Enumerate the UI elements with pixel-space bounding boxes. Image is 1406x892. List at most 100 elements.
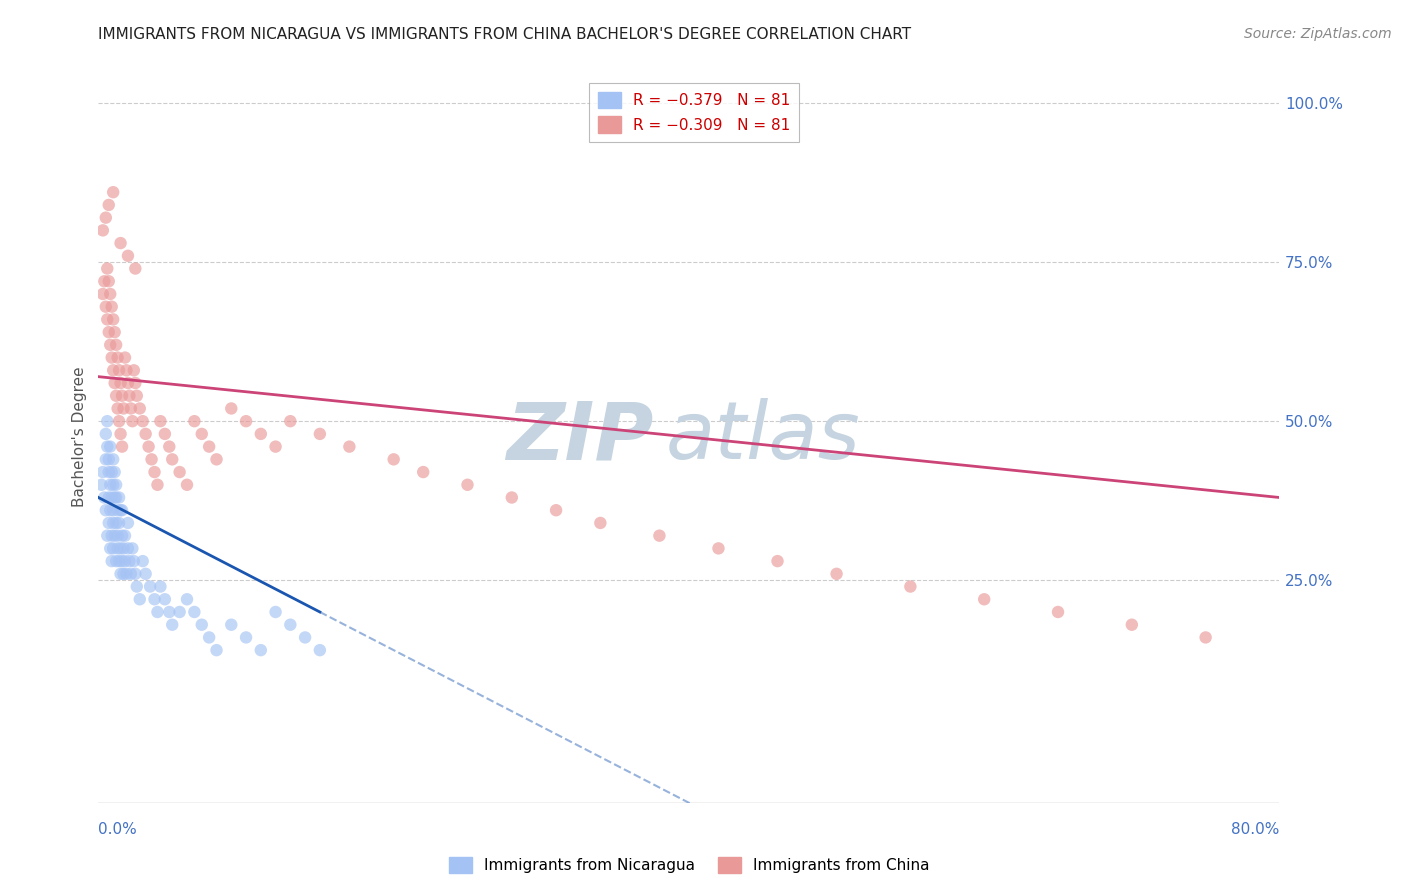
Point <box>124 376 146 390</box>
Point <box>546 503 568 517</box>
Point <box>135 566 157 581</box>
Point <box>115 566 138 581</box>
Point <box>110 503 132 517</box>
Point <box>97 325 120 339</box>
Point <box>110 426 132 441</box>
Point <box>589 516 612 530</box>
Point <box>98 287 121 301</box>
Point <box>96 529 118 543</box>
Point <box>103 503 125 517</box>
Point <box>97 274 120 288</box>
Point <box>128 401 150 416</box>
Point <box>766 554 789 568</box>
Point <box>108 516 131 530</box>
Point <box>108 554 131 568</box>
Point <box>100 491 122 505</box>
Point <box>103 312 125 326</box>
Point <box>97 465 120 479</box>
Point <box>100 300 122 314</box>
Point <box>117 376 139 390</box>
Point <box>111 440 134 454</box>
Point <box>124 261 146 276</box>
Text: 80.0%: 80.0% <box>1232 822 1279 837</box>
Point <box>382 452 405 467</box>
Point <box>118 554 141 568</box>
Point <box>900 580 922 594</box>
Point <box>122 363 145 377</box>
Point <box>146 605 169 619</box>
Point <box>94 300 117 314</box>
Point <box>250 426 273 441</box>
Point <box>183 605 205 619</box>
Point <box>93 491 115 505</box>
Point <box>169 605 191 619</box>
Point <box>104 529 127 543</box>
Point <box>105 338 128 352</box>
Point <box>191 617 214 632</box>
Point <box>1121 617 1143 632</box>
Point <box>114 351 136 365</box>
Point <box>90 477 112 491</box>
Point <box>169 465 191 479</box>
Point <box>278 414 302 428</box>
Point <box>114 529 136 543</box>
Point <box>146 477 169 491</box>
Point <box>112 541 135 556</box>
Text: IMMIGRANTS FROM NICARAGUA VS IMMIGRANTS FROM CHINA BACHELOR'S DEGREE CORRELATION: IMMIGRANTS FROM NICARAGUA VS IMMIGRANTS … <box>98 27 911 42</box>
Point <box>108 491 131 505</box>
Point <box>98 440 121 454</box>
Point <box>100 554 122 568</box>
Point <box>120 401 142 416</box>
Point <box>105 554 128 568</box>
Point <box>125 389 148 403</box>
Point <box>153 426 176 441</box>
Text: atlas: atlas <box>665 398 860 476</box>
Point <box>110 376 132 390</box>
Point <box>105 477 128 491</box>
Point <box>118 389 141 403</box>
Point <box>648 529 671 543</box>
Point <box>103 516 125 530</box>
Point <box>132 414 155 428</box>
Point <box>107 401 129 416</box>
Point <box>250 643 273 657</box>
Point <box>198 631 221 645</box>
Point <box>100 351 122 365</box>
Point <box>112 401 135 416</box>
Point <box>103 185 125 199</box>
Point <box>124 566 146 581</box>
Point <box>973 592 995 607</box>
Point <box>105 491 128 505</box>
Point <box>110 566 132 581</box>
Point <box>205 452 228 467</box>
Point <box>111 529 134 543</box>
Legend: Immigrants from Nicaragua, Immigrants from China: Immigrants from Nicaragua, Immigrants fr… <box>443 851 935 880</box>
Point <box>143 592 166 607</box>
Point <box>91 223 114 237</box>
Point <box>219 617 242 632</box>
Point <box>111 503 134 517</box>
Point <box>143 465 166 479</box>
Point <box>94 426 117 441</box>
Point <box>107 541 129 556</box>
Point <box>309 426 332 441</box>
Point <box>108 363 131 377</box>
Point <box>294 631 316 645</box>
Point <box>104 376 127 390</box>
Point <box>98 503 121 517</box>
Point <box>100 529 122 543</box>
Point <box>135 426 157 441</box>
Point <box>117 516 139 530</box>
Point <box>96 261 118 276</box>
Point <box>91 287 114 301</box>
Point <box>98 477 121 491</box>
Point <box>264 440 287 454</box>
Point <box>94 503 117 517</box>
Point <box>96 440 118 454</box>
Point <box>121 541 143 556</box>
Point <box>103 477 125 491</box>
Text: ZIP: ZIP <box>506 398 654 476</box>
Point <box>117 249 139 263</box>
Point <box>219 401 242 416</box>
Point <box>97 516 120 530</box>
